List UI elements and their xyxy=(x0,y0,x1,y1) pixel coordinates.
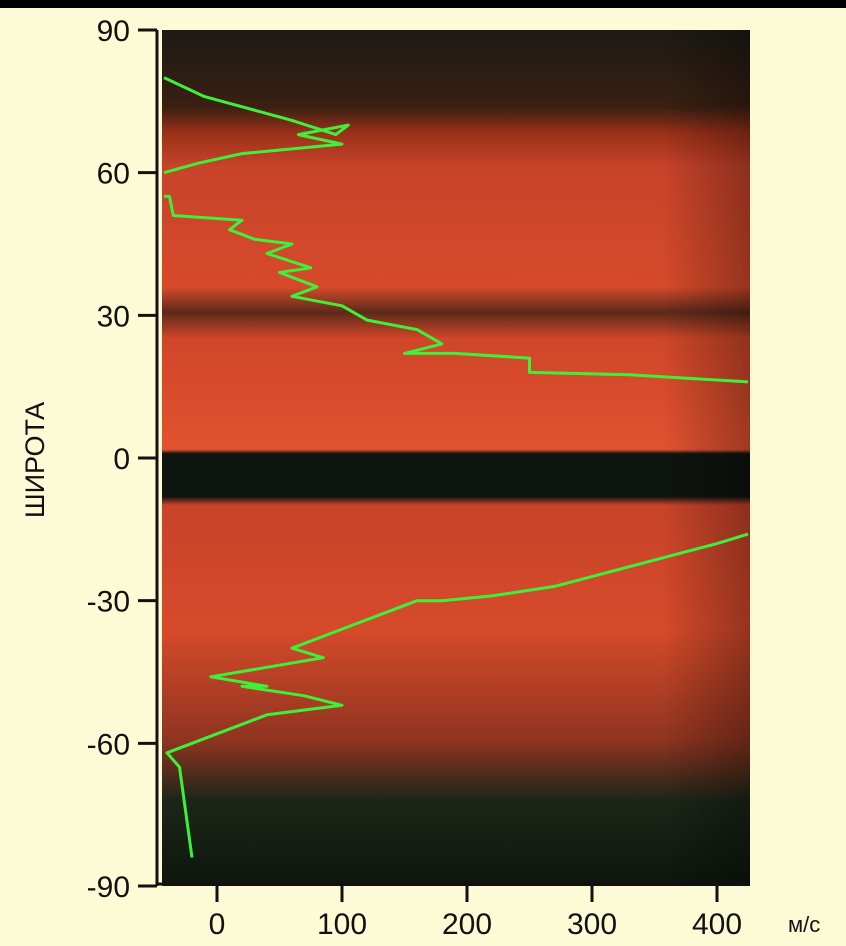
y-tick-label: -90 xyxy=(87,871,130,904)
y-tick-label: 60 xyxy=(97,158,130,191)
planet-image-shade xyxy=(162,30,750,886)
y-axis-title: ШИРОТА xyxy=(20,402,50,518)
x-axis-ticks: 0 100 200 300 400 xyxy=(209,884,742,941)
y-tick-label: -60 xyxy=(87,728,130,761)
y-tick-label: 0 xyxy=(113,443,130,476)
chart-frame: 90 60 30 0 -30 -60 -90 0 100 200 300 400 ШИРОТА м/… xyxy=(0,8,846,946)
x-tick-label: 0 xyxy=(209,908,226,941)
x-tick-label: 300 xyxy=(567,908,617,941)
x-tick-label: 200 xyxy=(442,908,492,941)
y-tick-label: -30 xyxy=(87,586,130,619)
x-axis-unit-label: м/с xyxy=(788,912,820,937)
wind-profile-line-north xyxy=(163,76,350,175)
y-axis-ticks: 90 60 30 0 -30 -60 -90 xyxy=(87,15,157,904)
x-tick-label: 400 xyxy=(692,908,742,941)
y-tick-label: 90 xyxy=(97,15,130,48)
wind-profile-lines xyxy=(163,76,749,858)
wind-profile-line-south-mid xyxy=(164,194,749,384)
y-tick-label: 30 xyxy=(97,300,130,333)
x-tick-label: 100 xyxy=(317,908,367,941)
wind-profile-line-southern xyxy=(165,532,749,858)
